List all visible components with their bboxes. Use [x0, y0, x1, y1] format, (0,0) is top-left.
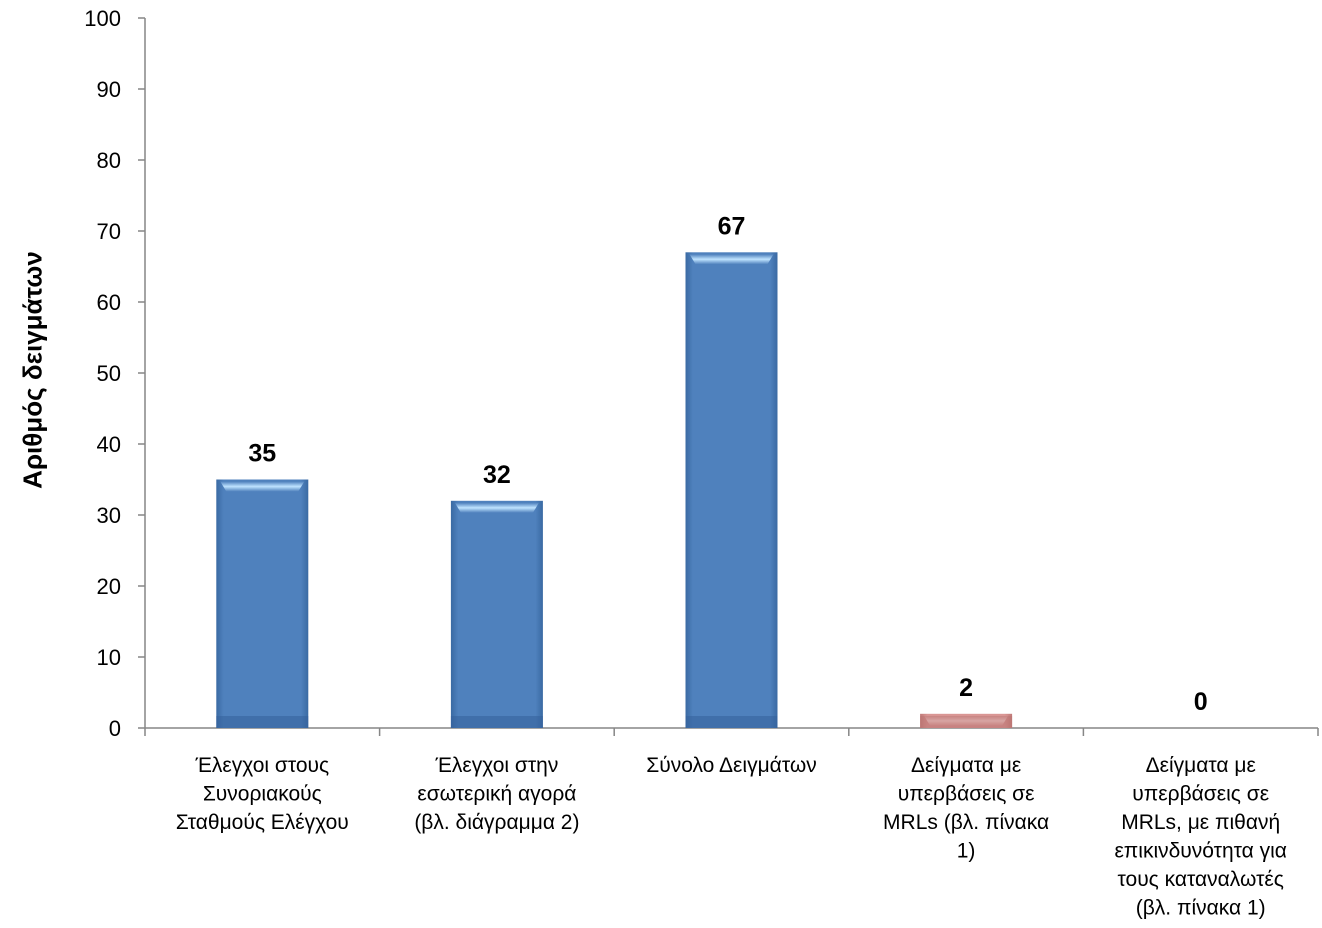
y-tick-label: 80: [97, 148, 121, 173]
y-tick-label: 20: [97, 574, 121, 599]
y-tick-label: 50: [97, 361, 121, 386]
x-tick-label: Δείγματα με υπερβάσεις σε MRLs (βλ. πίνακα…: [883, 754, 1049, 863]
x-tick-label: Έλεγχοι στους Συνοριακούς Σταθμούς Ελέγχου: [176, 754, 349, 834]
data-label: 2: [959, 674, 973, 702]
bar-highlight: [220, 481, 305, 492]
bars: [216, 252, 1013, 729]
data-label: 0: [1194, 688, 1208, 716]
data-label: 35: [248, 440, 276, 468]
bar-base-shade: [685, 716, 778, 728]
bar: [450, 500, 543, 728]
bar-base-shade: [216, 716, 309, 728]
x-tick-label: Έλεγχοι στην εσωτερική αγορά (βλ. διάγραμμ…: [414, 754, 579, 834]
x-tick-label: Σύνολο Δειγμάτων: [646, 754, 816, 777]
bar: [216, 479, 309, 728]
labels: 35 32 67 2 0 Έλεγχοι στους Συνοριακούς Σταθμούς…: [176, 212, 1287, 919]
y-tick-label: 90: [97, 77, 121, 102]
y-axis-title-box: Αριθμός δειγμάτων: [8, 160, 58, 580]
y-tick-label: 60: [97, 290, 121, 315]
y-tick-label: 70: [97, 219, 121, 244]
data-label: 32: [483, 461, 511, 489]
bar-highlight: [689, 254, 774, 265]
y-tick-label: 10: [97, 645, 121, 670]
bar-base-shade: [450, 716, 543, 728]
x-tick-label: Δείγματα με υπερβάσεις σε MRLs, με πιθανή ε…: [1114, 754, 1287, 920]
y-tick-label: 30: [97, 503, 121, 528]
data-label: 67: [718, 212, 746, 240]
y-tick-label: 100: [84, 6, 121, 31]
bar-base-shade: [920, 716, 1013, 728]
bar-highlight: [454, 502, 539, 513]
bar: [685, 252, 778, 729]
y-tick-label: 40: [97, 432, 121, 457]
y-axis-title: Αριθμός δειγμάτων: [17, 251, 48, 489]
y-tick-label: 0: [109, 716, 121, 741]
